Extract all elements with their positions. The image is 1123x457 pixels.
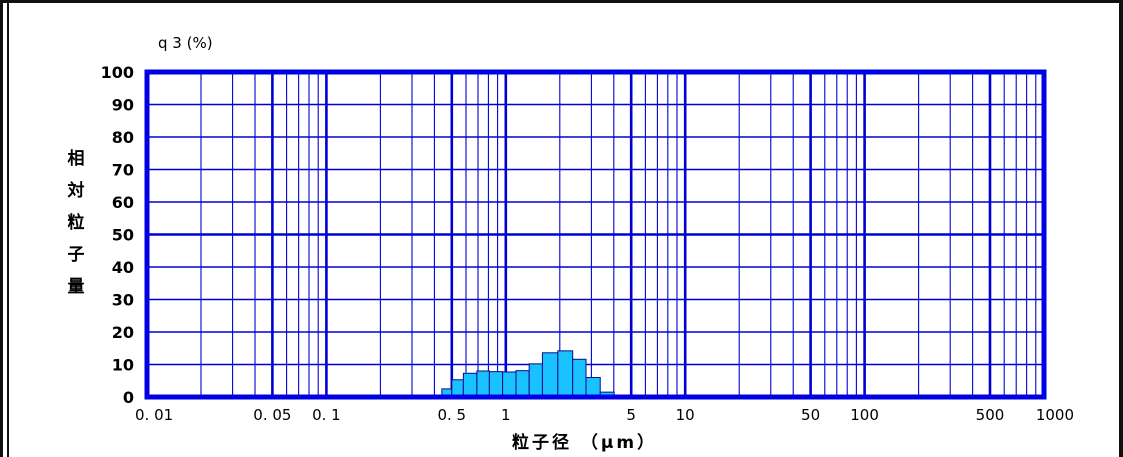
- window-frame-top: [0, 0, 1123, 3]
- histogram-bar: [528, 363, 543, 398]
- y-axis-title-char: 子: [67, 245, 85, 265]
- window-frame-left-inner: [7, 0, 9, 457]
- histogram-bars: [441, 350, 615, 398]
- histogram-bar: [451, 379, 464, 398]
- window-frame-right: [1119, 0, 1123, 457]
- x-tick-label: 1000: [1036, 406, 1074, 424]
- x-tick-label: 100: [850, 406, 879, 424]
- plot-border: [144, 69, 1047, 400]
- y-tick-label: 80: [112, 128, 134, 147]
- x-tick-label: 0. 5: [437, 406, 466, 424]
- histogram-bar: [462, 372, 478, 398]
- x-tick-label: 10: [676, 406, 695, 424]
- histogram-bar: [572, 358, 587, 398]
- y-axis-title-char: 相: [67, 149, 85, 169]
- y-axis-title-char: 量: [67, 277, 85, 297]
- histogram-bar: [502, 371, 517, 398]
- histogram-bar: [476, 370, 490, 398]
- x-axis-title: 粒子径 （μm）: [512, 433, 658, 453]
- histogram-bar: [488, 371, 504, 398]
- x-tick-label: 50: [801, 406, 820, 424]
- histogram-bar: [557, 350, 574, 398]
- window-frame-left-outer: [0, 0, 3, 457]
- y-tick-label: 20: [112, 323, 134, 342]
- grid-lines: [147, 72, 1044, 397]
- y-tick-label: 50: [112, 226, 134, 245]
- y-axis-title-char: 粒: [67, 213, 85, 233]
- histogram-bar: [585, 377, 601, 398]
- y-tick-label: 70: [112, 161, 134, 180]
- tick-labels: 0 10 20 30 40 50 60 70 80 90 100 0. 01 0. 05 0. 1 0. 5…: [101, 63, 1074, 424]
- plot-frame: [144, 69, 1047, 400]
- x-tick-label: 1: [501, 406, 511, 424]
- y-tick-label: 60: [112, 193, 134, 212]
- x-tick-label: 0. 1: [312, 406, 341, 424]
- x-tick-label: 500: [976, 406, 1005, 424]
- x-tick-label: 0. 05: [253, 406, 291, 424]
- x-tick-label: 0. 01: [135, 406, 173, 424]
- y-tick-label: 0: [123, 388, 134, 407]
- histogram-bar: [515, 370, 530, 398]
- y-tick-label: 90: [112, 96, 134, 115]
- y-tick-label: 10: [112, 356, 134, 375]
- y-unit-label: q 3 (%): [158, 34, 213, 52]
- histogram-bar: [541, 352, 559, 398]
- y-tick-label: 30: [112, 291, 134, 310]
- x-tick-label: 5: [626, 406, 636, 424]
- y-axis-title-char: 対: [67, 181, 85, 201]
- y-tick-label: 100: [101, 63, 134, 82]
- y-tick-label: 40: [112, 258, 134, 277]
